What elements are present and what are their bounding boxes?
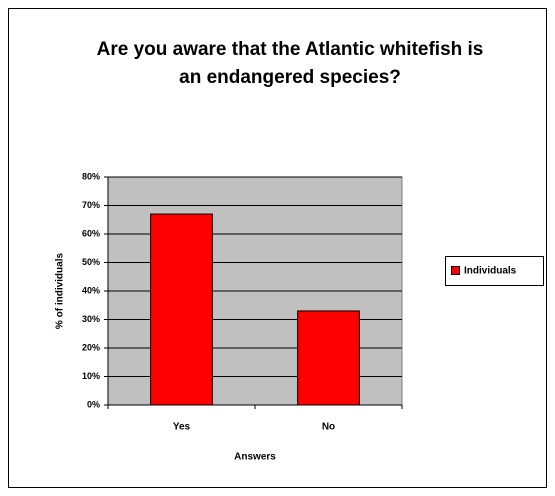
bar [297, 310, 360, 406]
legend-swatch [451, 266, 460, 275]
y-tick-label: 20% [82, 342, 100, 352]
x-axis-label: Answers [234, 452, 276, 463]
y-tick-label: 0% [87, 399, 100, 409]
y-tick-label: 70% [82, 200, 100, 210]
legend-label: Individuals [464, 266, 517, 277]
y-tick-label: 10% [82, 371, 100, 381]
y-tick-label: 50% [82, 257, 100, 267]
y-axis-label: % of individuals [55, 253, 66, 330]
x-tick-label: No [322, 422, 335, 433]
bar [150, 213, 213, 406]
y-tick-label: 40% [82, 285, 100, 295]
y-tick-label: 30% [82, 314, 100, 324]
y-tick-label: 80% [82, 171, 100, 181]
chart-title: Are you aware that the Atlantic whitefis… [96, 39, 484, 88]
legend-box [445, 256, 544, 286]
y-tick-label: 60% [82, 228, 100, 238]
x-tick-label: Yes [173, 422, 191, 433]
